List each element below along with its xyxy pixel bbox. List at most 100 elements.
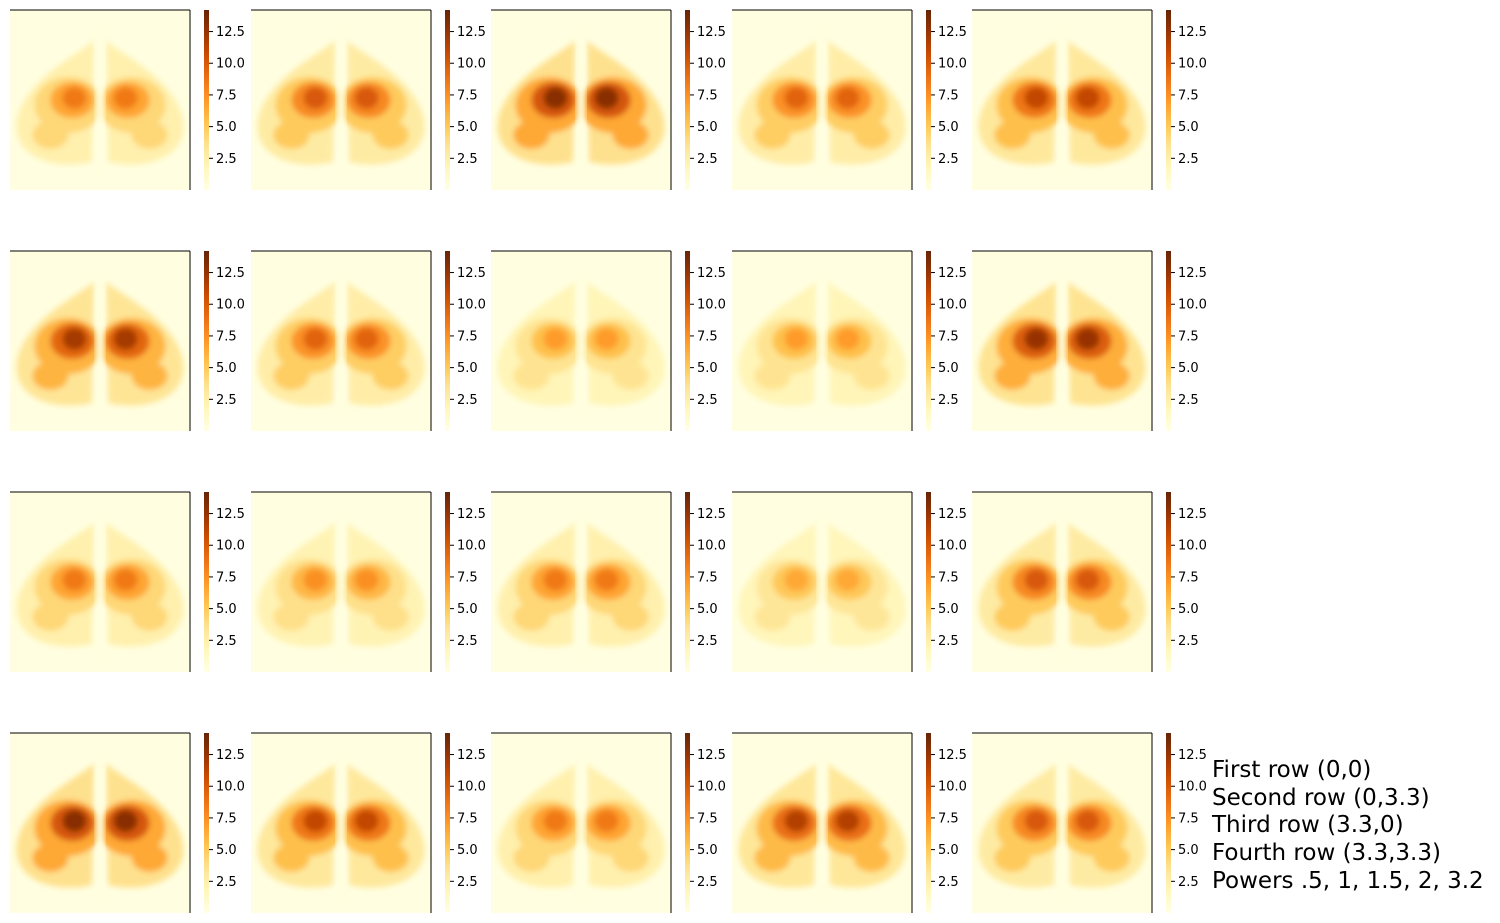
- activity-region: [612, 603, 649, 631]
- activity-region: [513, 844, 550, 872]
- cortex-map: [257, 281, 425, 406]
- heatmap-panel: [10, 491, 191, 672]
- activity-region: [994, 844, 1031, 872]
- colorbar-tick-label: 7.5: [1178, 329, 1199, 344]
- activity-peak: [354, 328, 379, 350]
- colorbar-tick-label: 12.5: [938, 748, 967, 763]
- activity-region: [372, 844, 409, 872]
- midline: [96, 28, 104, 178]
- colorbar-tick-label: 2.5: [1178, 393, 1199, 408]
- colorbar-tick-label: 5.0: [938, 120, 959, 135]
- colorbar-tick-label: 5.0: [1178, 361, 1199, 376]
- colorbar-tick-label: 5.0: [1178, 843, 1199, 858]
- activity-peak: [354, 569, 379, 591]
- activity-peak: [835, 328, 860, 350]
- colorbar-tick-label: 2.5: [697, 152, 718, 167]
- activity-region: [612, 844, 649, 872]
- colorbar-tick-label: 5.0: [457, 602, 478, 617]
- midline: [577, 28, 585, 178]
- heatmap-panel: [251, 732, 432, 913]
- colorbar-tick-label: 10.0: [938, 780, 967, 795]
- colorbar-tick-label: 7.5: [216, 88, 237, 103]
- activity-region: [754, 362, 791, 390]
- colorbar-tick-label: 5.0: [697, 361, 718, 376]
- colorbar-tick-label: 10.0: [938, 539, 967, 554]
- activity-region: [131, 362, 168, 390]
- colorbar-gradient: [685, 10, 690, 190]
- colorbar: 2.5 5.0 7.5 10.0 12.5: [445, 10, 486, 190]
- colorbar-tick-label: 5.0: [216, 843, 237, 858]
- colorbar: 2.5 5.0 7.5 10.0 12.5: [204, 492, 245, 672]
- activity-peak: [784, 810, 809, 832]
- activity-region: [273, 844, 310, 872]
- activity-peak: [303, 810, 328, 832]
- midline: [337, 28, 345, 178]
- activity-peak: [1075, 810, 1100, 832]
- colorbar-tick-label: 2.5: [938, 875, 959, 890]
- colorbar: 2.5 5.0 7.5 10.0 12.5: [926, 251, 967, 431]
- colorbar-tick-label: 7.5: [457, 329, 478, 344]
- colorbar-tick-label: 2.5: [697, 634, 718, 649]
- activity-peak: [1075, 328, 1100, 350]
- activity-region: [754, 844, 791, 872]
- colorbar-tick-label: 5.0: [216, 602, 237, 617]
- colorbar-gradient: [926, 492, 931, 672]
- heatmap-panel: [732, 250, 913, 431]
- activity-peak: [543, 810, 568, 832]
- colorbar: 2.5 5.0 7.5 10.0 12.5: [204, 10, 245, 190]
- activity-region: [1093, 362, 1130, 390]
- colorbar-tick-label: 12.5: [1178, 266, 1207, 281]
- colorbar-tick-label: 2.5: [457, 152, 478, 167]
- colorbar-tick-label: 12.5: [457, 25, 486, 40]
- colorbar-tick-label: 12.5: [216, 266, 245, 281]
- activity-region: [754, 121, 791, 149]
- activity-region: [612, 121, 649, 149]
- colorbar-tick-label: 2.5: [697, 393, 718, 408]
- cortex-map: [738, 281, 906, 406]
- annotation-line-5: Powers .5, 1, 1.5, 2, 3.2: [1212, 867, 1484, 894]
- colorbar-tick-label: 5.0: [938, 843, 959, 858]
- midline: [1058, 269, 1066, 419]
- heatmap-panel: [491, 250, 672, 431]
- colorbar-tick-label: 7.5: [697, 811, 718, 826]
- heatmap-panel: [10, 250, 191, 431]
- activity-peak: [784, 328, 809, 350]
- activity-region: [853, 121, 890, 149]
- colorbar-tick-label: 7.5: [1178, 811, 1199, 826]
- colorbar-tick-label: 10.0: [1178, 298, 1207, 313]
- colorbar: 2.5 5.0 7.5 10.0 12.5: [685, 251, 726, 431]
- activity-peak: [594, 569, 619, 591]
- colorbar-tick-label: 12.5: [1178, 25, 1207, 40]
- colorbar-tick-label: 7.5: [1178, 88, 1199, 103]
- colorbar: 2.5 5.0 7.5 10.0 12.5: [445, 733, 486, 913]
- colorbar-tick-label: 5.0: [938, 602, 959, 617]
- colorbar-gradient: [685, 733, 690, 913]
- activity-peak: [303, 87, 328, 109]
- colorbar-tick-label: 10.0: [938, 298, 967, 313]
- colorbar-gradient: [1166, 251, 1171, 431]
- cortex-map: [497, 522, 665, 647]
- heatmap-panel: [251, 250, 432, 431]
- activity-peak: [835, 569, 860, 591]
- colorbar: 2.5 5.0 7.5 10.0 12.5: [204, 251, 245, 431]
- activity-peak: [543, 328, 568, 350]
- cortex-map: [978, 40, 1146, 165]
- heatmap-panel: [732, 491, 913, 672]
- activity-region: [32, 362, 69, 390]
- heatmap-panel: [491, 9, 672, 190]
- colorbar-tick-label: 12.5: [216, 25, 245, 40]
- colorbar-tick-label: 5.0: [1178, 602, 1199, 617]
- activity-region: [273, 121, 310, 149]
- cortex-map: [16, 40, 184, 165]
- activity-peak: [113, 87, 138, 109]
- colorbar-tick-label: 10.0: [938, 57, 967, 72]
- annotation-line-1: First row (0,0): [1212, 757, 1372, 783]
- activity-peak: [303, 569, 328, 591]
- midline: [337, 269, 345, 419]
- colorbar: 2.5 5.0 7.5 10.0 12.5: [1166, 10, 1207, 190]
- colorbar: 2.5 5.0 7.5 10.0 12.5: [445, 251, 486, 431]
- activity-peak: [543, 87, 568, 109]
- annotation-line-4: Fourth row (3.3,3.3): [1212, 840, 1441, 867]
- colorbar-tick-label: 5.0: [457, 120, 478, 135]
- colorbar-tick-label: 7.5: [697, 570, 718, 585]
